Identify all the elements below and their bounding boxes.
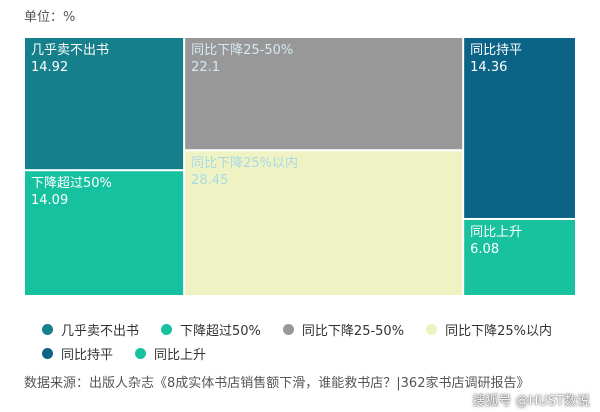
treemap-cell-rect (25, 38, 184, 170)
treemap-cell: 同比持平 14.36 (464, 38, 575, 218)
legend-swatch (426, 323, 438, 335)
treemap-cell: 下降超过50% 14.09 (25, 171, 184, 295)
treemap-cell: 同比下降25-50% 22.1 (185, 38, 463, 150)
treemap-cell: 同比上升 6.08 (464, 219, 575, 295)
treemap-cell-name: 同比下降25-50% (191, 43, 293, 58)
treemap-cell-name: 几乎卖不出书 (31, 43, 109, 58)
treemap-cell-name: 同比持平 (470, 43, 522, 58)
watermark: 搜狐号 @HUST数说 (472, 394, 590, 409)
treemap-cell-rect (185, 38, 463, 150)
legend-label: 同比上升 (154, 347, 207, 363)
data-source-note: 数据来源：出版人杂志《8成实体书店销售额下滑，谁能救书店？|362家书店调研报告… (24, 376, 530, 391)
treemap-cell-rect (464, 219, 575, 295)
legend-swatch (42, 323, 53, 335)
legend-swatch (42, 347, 53, 359)
legend-label: 几乎卖不出书 (61, 323, 140, 339)
treemap-cell-value: 6.08 (470, 242, 499, 257)
legend-label: 同比持平 (61, 347, 114, 363)
legend-item: 同比下降25%以内 (426, 320, 552, 339)
legend-item: 同比下降25-50% (282, 320, 405, 339)
chart-legend: 几乎卖不出书 下降超过50% 同比下降25-50% 同比下降25%以内同比持平 同比上升 (42, 320, 582, 363)
treemap-cell-value: 14.09 (31, 193, 68, 208)
legend-item: 同比持平 (42, 344, 114, 363)
legend-label: 下降超过50% (180, 323, 261, 339)
treemap-cell: 几乎卖不出书 14.92 (25, 38, 184, 170)
legend-item: 同比上升 (135, 344, 207, 363)
treemap-cell-rect (185, 151, 463, 295)
legend-swatch (161, 323, 173, 335)
treemap-cell-rect (464, 38, 575, 218)
legend-item: 下降超过50% (161, 320, 261, 339)
legend-item: 几乎卖不出书 (42, 320, 140, 339)
treemap-cell-value: 22.1 (191, 60, 220, 75)
treemap-cell-value: 14.92 (31, 60, 68, 75)
treemap-cell-rect (25, 171, 184, 295)
unit-label: 单位：% (24, 10, 76, 25)
legend-swatch (135, 347, 147, 359)
treemap-cell-name: 同比上升 (470, 225, 522, 240)
legend-label: 同比下降25-50% (301, 323, 405, 339)
treemap-cell-name: 下降超过50% (31, 176, 112, 191)
treemap-cell-value: 28.45 (191, 173, 228, 188)
treemap-cell-name: 同比下降25%以内 (191, 155, 298, 171)
legend-label: 同比下降25%以内 (445, 323, 552, 339)
treemap-cell: 同比下降25%以内 28.45 (185, 151, 463, 295)
treemap-cell-value: 14.36 (470, 60, 507, 75)
legend-swatch (282, 323, 294, 335)
